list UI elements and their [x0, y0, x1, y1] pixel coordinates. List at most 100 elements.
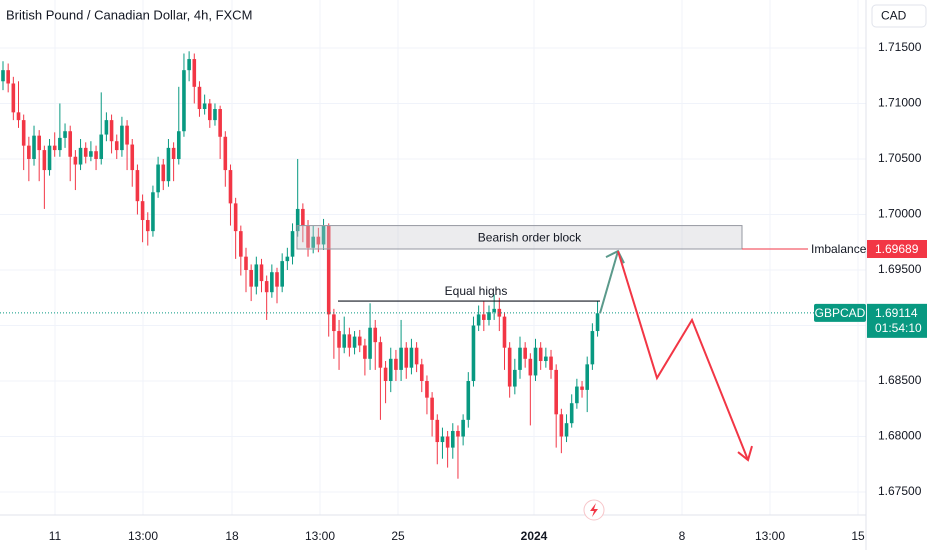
- candle-body: [166, 147, 171, 182]
- y-tick-label: 1.70000: [878, 207, 922, 221]
- candle-body: [466, 381, 471, 420]
- candle-body: [383, 367, 388, 382]
- x-tick-label: 15: [851, 529, 865, 543]
- candle-body: [176, 131, 181, 159]
- candle-body: [104, 120, 109, 135]
- candle-body: [538, 347, 543, 362]
- candle-body: [363, 345, 367, 359]
- candle-body: [394, 358, 398, 370]
- candle-body: [6, 70, 10, 84]
- candle-body: [575, 386, 579, 404]
- candle-body: [347, 334, 352, 348]
- candle-body: [125, 125, 129, 145]
- candle-body: [171, 147, 176, 159]
- imbalance-price-box: [867, 240, 927, 259]
- x-tick-label: 13:00: [128, 529, 158, 543]
- candle-body: [414, 347, 419, 365]
- candle-body: [1, 70, 5, 82]
- candle-body: [280, 261, 284, 287]
- candle-body: [430, 397, 434, 420]
- candle-body: [32, 135, 36, 159]
- candle-body: [440, 436, 445, 443]
- candle-body: [213, 109, 217, 121]
- candle-body: [73, 156, 78, 165]
- candle-body: [192, 59, 197, 87]
- candle-body: [373, 327, 378, 343]
- candle-body: [580, 386, 584, 390]
- candle-body: [301, 208, 305, 226]
- candle-body: [461, 419, 465, 437]
- candle-body: [559, 414, 564, 437]
- candle-body: [228, 170, 233, 204]
- candle-body: [83, 147, 88, 157]
- candle-body: [218, 109, 222, 137]
- candle-body: [89, 151, 93, 157]
- candle-body: [52, 145, 57, 151]
- candle-body: [161, 164, 166, 182]
- y-tick-label: 1.68000: [878, 429, 922, 443]
- order-block-label: Bearish order block: [478, 230, 582, 244]
- candle-body: [259, 264, 264, 282]
- candle-body: [332, 314, 336, 332]
- candle-body: [544, 356, 548, 362]
- candle-body: [378, 342, 383, 368]
- candle-body: [187, 59, 191, 71]
- candle-body: [419, 364, 424, 382]
- candle-body: [94, 151, 98, 159]
- candle-body: [37, 135, 41, 151]
- equal-highs-label: Equal highs: [445, 284, 508, 298]
- currency-button[interactable]: [871, 4, 927, 28]
- candle-body: [202, 103, 207, 110]
- candle-body: [130, 144, 135, 171]
- lightning-icon[interactable]: [590, 503, 598, 517]
- candle-body: [99, 134, 104, 159]
- candle-body: [482, 314, 486, 320]
- candle-body: [42, 150, 47, 171]
- candle-body: [244, 256, 248, 270]
- candle-body: [337, 331, 341, 348]
- candle-body: [68, 131, 73, 157]
- candle-body: [114, 141, 119, 151]
- candle-body: [497, 308, 502, 317]
- x-tick-label: 25: [391, 529, 405, 543]
- candle-body: [249, 269, 253, 287]
- currency-label[interactable]: CAD: [881, 9, 907, 23]
- candle-body: [311, 236, 315, 248]
- candle-body: [399, 347, 403, 370]
- candle-body: [264, 281, 269, 293]
- candle-body: [16, 112, 21, 121]
- candle-body: [357, 336, 362, 346]
- candle-body: [239, 231, 243, 257]
- candle-body: [295, 208, 300, 232]
- candle-body: [342, 334, 347, 348]
- y-tick-label: 1.71500: [878, 40, 922, 54]
- candle-body: [140, 201, 145, 221]
- candle-body: [285, 256, 290, 262]
- candle-body: [585, 364, 590, 390]
- candle-body: [435, 419, 440, 443]
- candle-body: [208, 103, 212, 121]
- candle-body: [368, 327, 372, 359]
- candle-body: [590, 331, 595, 365]
- candle-body: [290, 231, 295, 257]
- chart-title: British Pound / Canadian Dollar, 4h, FXC…: [6, 7, 252, 22]
- candle-body: [47, 145, 52, 171]
- candle-body: [456, 430, 460, 437]
- projection-down-head: [737, 445, 753, 462]
- candle-body: [156, 164, 160, 193]
- imbalance-price: 1.69689: [875, 242, 919, 256]
- candle-body: [109, 120, 114, 142]
- candle-body: [528, 358, 533, 376]
- candle-body: [316, 236, 321, 245]
- candle-body: [507, 347, 512, 387]
- candle-body: [569, 403, 574, 424]
- y-tick-label: 1.71000: [878, 96, 922, 110]
- candle-body: [233, 203, 238, 232]
- candle-body: [145, 220, 150, 232]
- candle-body: [58, 137, 62, 151]
- candle-body: [306, 225, 310, 248]
- y-tick-label: 1.68500: [878, 373, 922, 387]
- candle-body: [476, 314, 481, 326]
- candle-body: [254, 264, 259, 287]
